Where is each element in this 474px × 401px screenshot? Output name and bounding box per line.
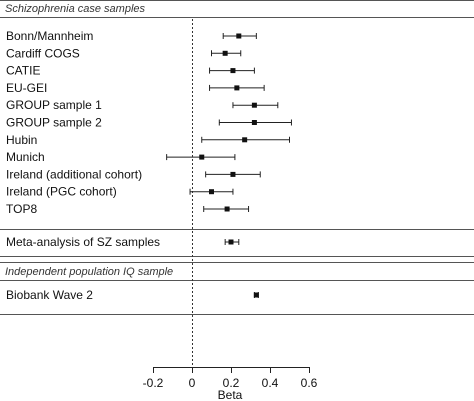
x-tick-label: -0.2 — [143, 376, 164, 390]
x-tick-label: 0.4 — [262, 376, 279, 390]
point-estimate — [224, 206, 230, 212]
point-estimate — [251, 120, 257, 125]
point-estimate — [228, 239, 234, 245]
x-axis-ticks: -0.2 0 0.2 0.4 0.6 — [143, 367, 318, 390]
point-estimate — [236, 33, 242, 39]
study-label: Ireland (additional cohort) — [6, 167, 142, 181]
point-estimate — [230, 68, 236, 74]
point-estimate — [251, 102, 257, 108]
study-label: Munich — [6, 150, 45, 164]
point-estimate — [230, 171, 236, 177]
study-label: Ireland (PGC cohort) — [6, 185, 117, 199]
study-label: Meta-analysis of SZ samples — [6, 235, 160, 249]
point-estimate — [222, 50, 228, 56]
study-label: Biobank Wave 2 — [6, 288, 93, 302]
study-rows: Bonn/Mannheim Cardiff COGS CATIE EU-GEI GROU… — [6, 29, 292, 302]
study-label: Bonn/Mannheim — [6, 29, 93, 43]
section-title-iq: Independent population IQ sample — [5, 266, 173, 278]
study-label: Cardiff COGS — [6, 46, 80, 60]
study-label: Hubin — [6, 133, 37, 147]
study-label: GROUP sample 2 — [6, 116, 102, 130]
x-tick-label: 0.6 — [301, 376, 318, 390]
study-label: CATIE — [6, 64, 40, 78]
x-tick-label: 0 — [189, 376, 196, 390]
point-estimate — [234, 85, 240, 91]
study-label: TOP8 — [6, 202, 37, 216]
study-label: GROUP sample 1 — [6, 98, 102, 112]
point-estimate — [242, 137, 248, 143]
x-axis-label: Beta — [218, 388, 243, 401]
x-tick-label: 0.2 — [223, 376, 240, 390]
section-title-schizophrenia: Schizophrenia case samples — [5, 3, 146, 15]
point-estimate — [253, 292, 259, 298]
point-estimate — [209, 189, 214, 195]
study-label: EU-GEI — [6, 81, 47, 95]
point-estimate — [199, 154, 205, 160]
